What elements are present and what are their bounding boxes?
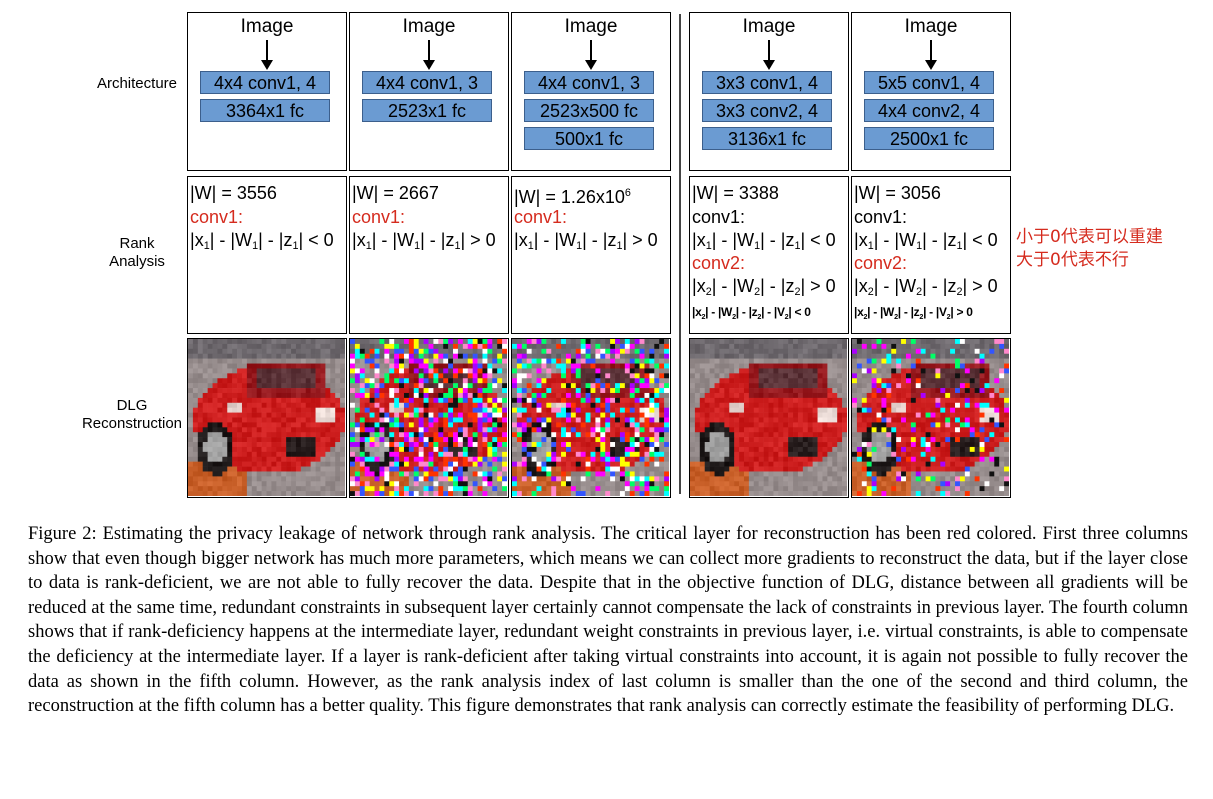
- reconstruction-image: [349, 338, 509, 498]
- rank-inequality: |x2| - |W2| - |z2| > 0: [692, 275, 836, 303]
- car-reconstruction-graphic: [512, 339, 669, 496]
- row-label-rank-analysis: Rank Analysis: [88, 235, 186, 271]
- arrow-down-icon: [930, 40, 932, 62]
- rank-analysis-cell: |W| = 2667 conv1: |x1| - |W1| - |z1| > 0: [349, 176, 509, 334]
- weight-count: |W| = 3556: [190, 182, 277, 204]
- weight-count-text: |W| = 1.26x10: [514, 187, 625, 207]
- annotation-note: 小于0代表可以重建 大于0代表不行: [1016, 226, 1163, 272]
- rank-inequality: |x2| - |W2| - |z2| > 0: [854, 275, 998, 303]
- layer-box: 4x4 conv1, 4: [200, 71, 330, 94]
- weight-count-text: |W| = 3556: [190, 183, 277, 203]
- weight-count: |W| = 3388: [692, 182, 779, 204]
- architecture-cell: Image 4x4 conv1, 3 2523x1 fc: [349, 12, 509, 171]
- layer-name: conv1:: [854, 206, 907, 228]
- rank-analysis-cell: |W| = 3388 conv1: |x1| - |W1| - |z1| < 0 co…: [689, 176, 849, 334]
- annotation-line2: 大于0代表不行: [1016, 249, 1163, 272]
- column-separator: [679, 14, 681, 494]
- layer-name: conv1:: [352, 206, 405, 228]
- layer-box: 2523x1 fc: [362, 99, 492, 122]
- figure-caption: Figure 2: Estimating the privacy leakage…: [28, 522, 1188, 719]
- arrow-head-icon: [763, 60, 775, 70]
- rank-inequality: |x2| - |W2| - |z2| - |V2| > 0: [854, 301, 973, 328]
- layer-box: 4x4 conv2, 4: [864, 99, 994, 122]
- weight-count-exponent: 6: [625, 187, 631, 199]
- row-label-dlg-line2: Reconstruction: [78, 415, 186, 433]
- reconstruction-image: [187, 338, 347, 498]
- arrow-head-icon: [261, 60, 273, 70]
- weight-count: |W| = 3056: [854, 182, 941, 204]
- layer-box: 3x3 conv2, 4: [702, 99, 832, 122]
- image-label: Image: [350, 16, 508, 38]
- arrow-down-icon: [428, 40, 430, 62]
- car-reconstruction-graphic: [690, 339, 847, 496]
- architecture-cell: Image 3x3 conv1, 4 3x3 conv2, 4 3136x1 fc: [689, 12, 849, 171]
- image-label: Image: [512, 16, 670, 38]
- layer-box: 500x1 fc: [524, 127, 654, 150]
- row-label-rank-line2: Analysis: [88, 253, 186, 271]
- layer-name: conv1:: [514, 206, 567, 228]
- layer-name: conv2:: [692, 252, 745, 274]
- image-label: Image: [852, 16, 1010, 38]
- layer-name: conv2:: [854, 252, 907, 274]
- reconstruction-image: [511, 338, 671, 498]
- weight-count-text: |W| = 3056: [854, 183, 941, 203]
- layer-box: 3364x1 fc: [200, 99, 330, 122]
- rank-inequality: |x1| - |W1| - |z1| < 0: [190, 229, 334, 257]
- arrow-head-icon: [925, 60, 937, 70]
- layer-box: 3x3 conv1, 4: [702, 71, 832, 94]
- arrow-down-icon: [590, 40, 592, 62]
- architecture-cell: Image 4x4 conv1, 3 2523x500 fc 500x1 fc: [511, 12, 671, 171]
- annotation-line1: 小于0代表可以重建: [1016, 226, 1163, 249]
- rank-analysis-cell: |W| = 1.26x106 conv1: |x1| - |W1| - |z1| >…: [511, 176, 671, 334]
- rank-inequality: |x1| - |W1| - |z1| > 0: [352, 229, 496, 257]
- reconstruction-image: [851, 338, 1011, 498]
- arrow-down-icon: [266, 40, 268, 62]
- rank-inequality: |x1| - |W1| - |z1| > 0: [514, 229, 658, 257]
- car-reconstruction-graphic: [350, 339, 507, 496]
- layer-box: 2523x500 fc: [524, 99, 654, 122]
- architecture-cell: Image 4x4 conv1, 4 3364x1 fc: [187, 12, 347, 171]
- image-label: Image: [690, 16, 848, 38]
- weight-count-text: |W| = 3388: [692, 183, 779, 203]
- row-label-architecture: Architecture: [88, 75, 186, 93]
- weight-count: |W| = 1.26x106: [514, 182, 631, 208]
- layer-box: 5x5 conv1, 4: [864, 71, 994, 94]
- layer-box: 2500x1 fc: [864, 127, 994, 150]
- row-label-dlg: DLG Reconstruction: [78, 397, 186, 433]
- weight-count: |W| = 2667: [352, 182, 439, 204]
- rank-analysis-cell: |W| = 3556 conv1: |x1| - |W1| - |z1| < 0: [187, 176, 347, 334]
- layer-box: 3136x1 fc: [702, 127, 832, 150]
- architecture-cell: Image 5x5 conv1, 4 4x4 conv2, 4 2500x1 fc: [851, 12, 1011, 171]
- rank-inequality: |x2| - |W2| - |z2| - |V2| < 0: [692, 301, 811, 328]
- car-reconstruction-graphic: [188, 339, 345, 496]
- arrow-head-icon: [423, 60, 435, 70]
- rank-analysis-cell: |W| = 3056 conv1: |x1| - |W1| - |z1| < 0 co…: [851, 176, 1011, 334]
- arrow-head-icon: [585, 60, 597, 70]
- reconstruction-image: [689, 338, 849, 498]
- layer-box: 4x4 conv1, 3: [362, 71, 492, 94]
- row-label-dlg-line1: DLG: [78, 397, 186, 415]
- weight-count-text: |W| = 2667: [352, 183, 439, 203]
- layer-box: 4x4 conv1, 3: [524, 71, 654, 94]
- row-label-rank-line1: Rank: [88, 235, 186, 253]
- image-label: Image: [188, 16, 346, 38]
- car-reconstruction-graphic: [852, 339, 1009, 496]
- arrow-down-icon: [768, 40, 770, 62]
- layer-name: conv1:: [190, 206, 243, 228]
- layer-name: conv1:: [692, 206, 745, 228]
